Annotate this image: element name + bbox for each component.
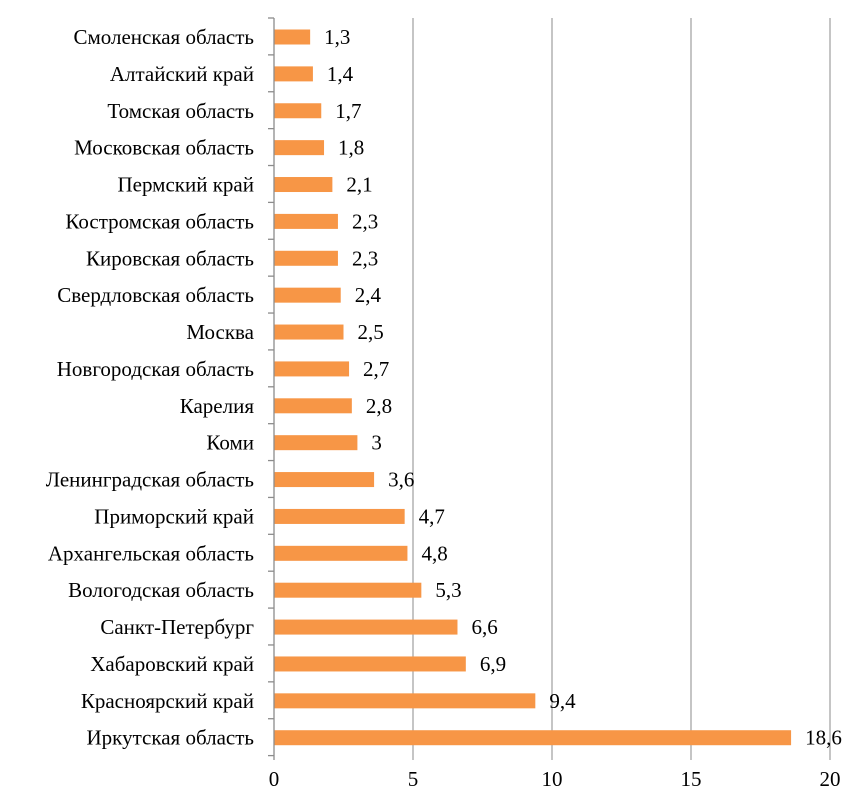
value-label: 1,7 (335, 99, 361, 123)
category-label: Костромская область (65, 209, 254, 233)
value-labels: 1,3 1,4 1,7 1,8 2,1 2,3 2,3 2,4 2,5 2,7 2,8 33,64,7… (324, 25, 842, 750)
category-label: Пермский край (118, 173, 254, 197)
value-label: 2,7 (363, 357, 389, 381)
category-label: Томская область (107, 99, 254, 123)
value-label: 6,9 (480, 652, 506, 676)
category-label: Москва (186, 320, 254, 344)
value-label: 4,7 (419, 504, 445, 528)
x-tick-label-15: 15 (681, 767, 702, 791)
value-label: 1,8 (338, 136, 364, 160)
category-label: Кировская область (86, 246, 254, 270)
bar-20 (274, 730, 792, 746)
value-label: 2,8 (366, 394, 392, 418)
bar-14 (274, 508, 405, 524)
bar-16 (274, 582, 422, 598)
x-tick-label-5: 5 (408, 767, 419, 791)
value-label: 4,8 (421, 541, 447, 565)
category-label: Коми (206, 431, 254, 455)
category-label: Вологодская область (68, 578, 254, 602)
value-label: 5,3 (435, 578, 461, 602)
category-label: Архангельская область (48, 541, 254, 565)
value-label: 2,5 (358, 320, 384, 344)
bar-10 (274, 361, 350, 377)
value-label: 2,3 (352, 209, 378, 233)
category-label: Свердловская область (57, 283, 254, 307)
value-label: 2,3 (352, 246, 378, 270)
category-label: Смоленская область (73, 25, 254, 49)
x-tick-labels: 0 5 10 15 20 (269, 767, 841, 791)
bar-18 (274, 656, 466, 672)
bar-9 (274, 324, 344, 340)
category-label: Хабаровский край (90, 652, 254, 676)
category-label: Алтайский край (110, 62, 254, 86)
bar-19 (274, 693, 536, 709)
bar-4 (274, 140, 325, 156)
category-label: Красноярский край (81, 689, 254, 713)
category-labels: Смоленская область Алтайский край Томская … (46, 25, 255, 750)
category-label: Московская область (74, 136, 254, 160)
value-label: 9,4 (549, 689, 576, 713)
bar-17 (274, 619, 458, 635)
value-label: 1,4 (327, 62, 354, 86)
category-label: Приморский край (94, 504, 254, 528)
value-label: 2,1 (346, 173, 372, 197)
grid-lines (412, 18, 831, 760)
value-label: 6,6 (471, 615, 497, 639)
bar-1 (274, 29, 311, 45)
value-label: 1,3 (324, 25, 350, 49)
bars (274, 29, 792, 746)
x-tick-label-20: 20 (820, 767, 841, 791)
bar-6 (274, 213, 338, 229)
x-tick-label-0: 0 (269, 767, 280, 791)
category-label: Санкт-Петербург (100, 615, 254, 639)
bar-3 (274, 103, 322, 119)
bar-8 (274, 287, 341, 303)
value-label: 3,6 (388, 468, 414, 492)
bar-5 (274, 177, 333, 193)
category-label: Иркутская область (87, 726, 254, 750)
x-tick-label-10: 10 (542, 767, 563, 791)
bar-12 (274, 435, 358, 451)
bar-11 (274, 398, 352, 414)
bar-13 (274, 472, 375, 488)
category-label: Ленинградская область (46, 468, 254, 492)
value-label: 3 (371, 431, 382, 455)
category-label: Карелия (180, 394, 255, 418)
axes (268, 17, 275, 760)
bar-15 (274, 545, 408, 561)
value-label: 2,4 (355, 283, 382, 307)
bar-7 (274, 250, 338, 266)
value-label: 18,6 (805, 726, 842, 750)
category-label: Новгородская область (57, 357, 254, 381)
bar-2 (274, 66, 313, 82)
